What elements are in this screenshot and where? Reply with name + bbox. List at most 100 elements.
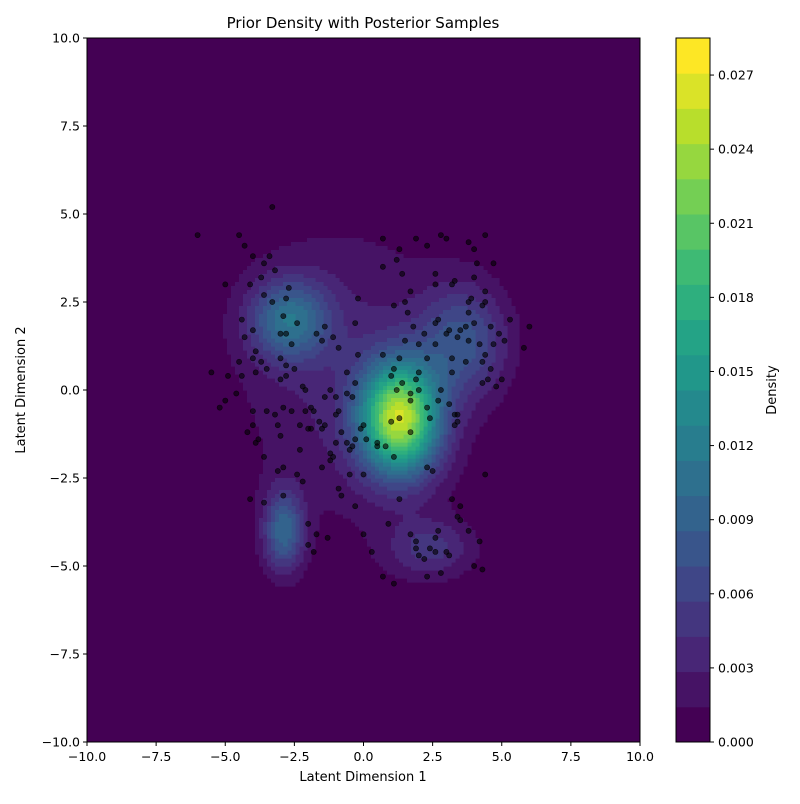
- sample-point: [407, 288, 414, 295]
- sample-point: [449, 355, 455, 362]
- sample-point: [352, 503, 359, 510]
- sample-point: [396, 496, 403, 502]
- sample-point: [396, 355, 403, 362]
- sample-point: [274, 468, 281, 474]
- colorbar-band: [676, 495, 710, 532]
- sample-point: [498, 376, 505, 383]
- sample-point: [261, 453, 267, 460]
- sample-point: [413, 235, 419, 242]
- sample-point: [396, 246, 403, 253]
- sample-point: [302, 408, 309, 414]
- colorbar-band: [676, 390, 710, 426]
- sample-point: [338, 429, 345, 436]
- colorbar-band: [676, 636, 710, 673]
- sample-point: [261, 292, 267, 298]
- sample-point: [194, 232, 201, 238]
- sample-point: [349, 394, 356, 400]
- colorbar-bands: [676, 38, 710, 743]
- sample-point: [468, 295, 475, 302]
- sample-point: [313, 330, 320, 337]
- sample-point: [283, 330, 289, 337]
- y-tick-label: 2.5: [60, 295, 80, 310]
- sample-point: [296, 446, 303, 453]
- colorbar-band: [676, 530, 710, 567]
- sample-point: [473, 260, 480, 267]
- sample-point: [247, 496, 253, 502]
- sample-point: [249, 422, 256, 429]
- sample-point: [496, 330, 502, 337]
- sample-point: [332, 394, 339, 400]
- x-tick-label: 5.0: [492, 749, 512, 764]
- sample-point: [454, 411, 461, 418]
- colorbar-band: [676, 178, 710, 215]
- posterior-samples: [194, 204, 533, 587]
- sample-point: [236, 232, 242, 238]
- sample-point: [288, 341, 295, 348]
- y-tick-label: −7.5: [50, 647, 80, 662]
- sample-point: [451, 422, 458, 429]
- sample-point: [263, 365, 270, 372]
- sample-point: [319, 425, 325, 432]
- sample-point: [208, 369, 215, 376]
- sample-point: [355, 351, 361, 358]
- y-tick-label: 7.5: [60, 119, 80, 134]
- sample-point: [374, 439, 381, 446]
- sample-point: [421, 330, 428, 337]
- sample-point: [261, 499, 267, 506]
- sample-point: [222, 281, 229, 288]
- x-tick-label: −10.0: [68, 749, 106, 764]
- sample-point: [462, 358, 469, 365]
- colorbar-tick-label: 0.018: [718, 290, 754, 305]
- sample-point: [426, 545, 433, 552]
- sample-point: [476, 341, 483, 348]
- colorbar-tick-label: 0.015: [718, 364, 754, 379]
- sample-point: [296, 422, 303, 429]
- sample-point: [283, 372, 289, 379]
- x-tick-label: 7.5: [561, 749, 581, 764]
- sample-point: [471, 274, 477, 281]
- sample-point: [393, 256, 400, 263]
- colorbar-band: [676, 566, 710, 602]
- sample-point: [338, 492, 345, 499]
- sample-point: [225, 372, 231, 379]
- colorbar-band: [676, 354, 710, 391]
- sample-point: [479, 380, 486, 386]
- sample-point: [261, 260, 267, 267]
- contour-band-7: [275, 302, 444, 475]
- colorbar-band: [676, 143, 710, 180]
- sample-point: [332, 411, 339, 418]
- sample-point: [277, 355, 284, 362]
- sample-point: [424, 573, 430, 580]
- sample-point: [352, 380, 359, 386]
- sample-point: [471, 320, 477, 326]
- sample-point: [413, 538, 419, 545]
- colorbar-tick-label: 0.006: [718, 586, 754, 601]
- colorbar-tick-label: 0.027: [718, 68, 754, 83]
- colorbar-band: [676, 671, 710, 708]
- sample-point: [424, 404, 430, 411]
- sample-point: [236, 358, 242, 365]
- sample-point: [288, 408, 295, 414]
- y-tick-label: 10.0: [52, 31, 80, 46]
- sample-point: [501, 337, 508, 344]
- sample-point: [415, 552, 422, 559]
- sample-point: [343, 369, 350, 376]
- sample-point: [343, 439, 350, 446]
- sample-point: [249, 355, 256, 362]
- sample-point: [435, 527, 442, 534]
- sample-point: [379, 263, 386, 270]
- sample-point: [471, 246, 477, 253]
- sample-point: [429, 468, 436, 474]
- sample-point: [308, 425, 314, 432]
- sample-point: [457, 503, 464, 510]
- sample-point: [269, 204, 276, 210]
- sample-point: [432, 281, 439, 288]
- colorbar-tick-label: 0.003: [718, 660, 754, 675]
- sample-point: [247, 281, 253, 288]
- sample-point: [493, 383, 500, 390]
- sample-point: [252, 369, 259, 376]
- sample-point: [352, 436, 359, 443]
- sample-point: [413, 545, 419, 552]
- y-axis-label: Latent Dimension 2: [14, 326, 29, 453]
- contour-band-2: [239, 266, 508, 575]
